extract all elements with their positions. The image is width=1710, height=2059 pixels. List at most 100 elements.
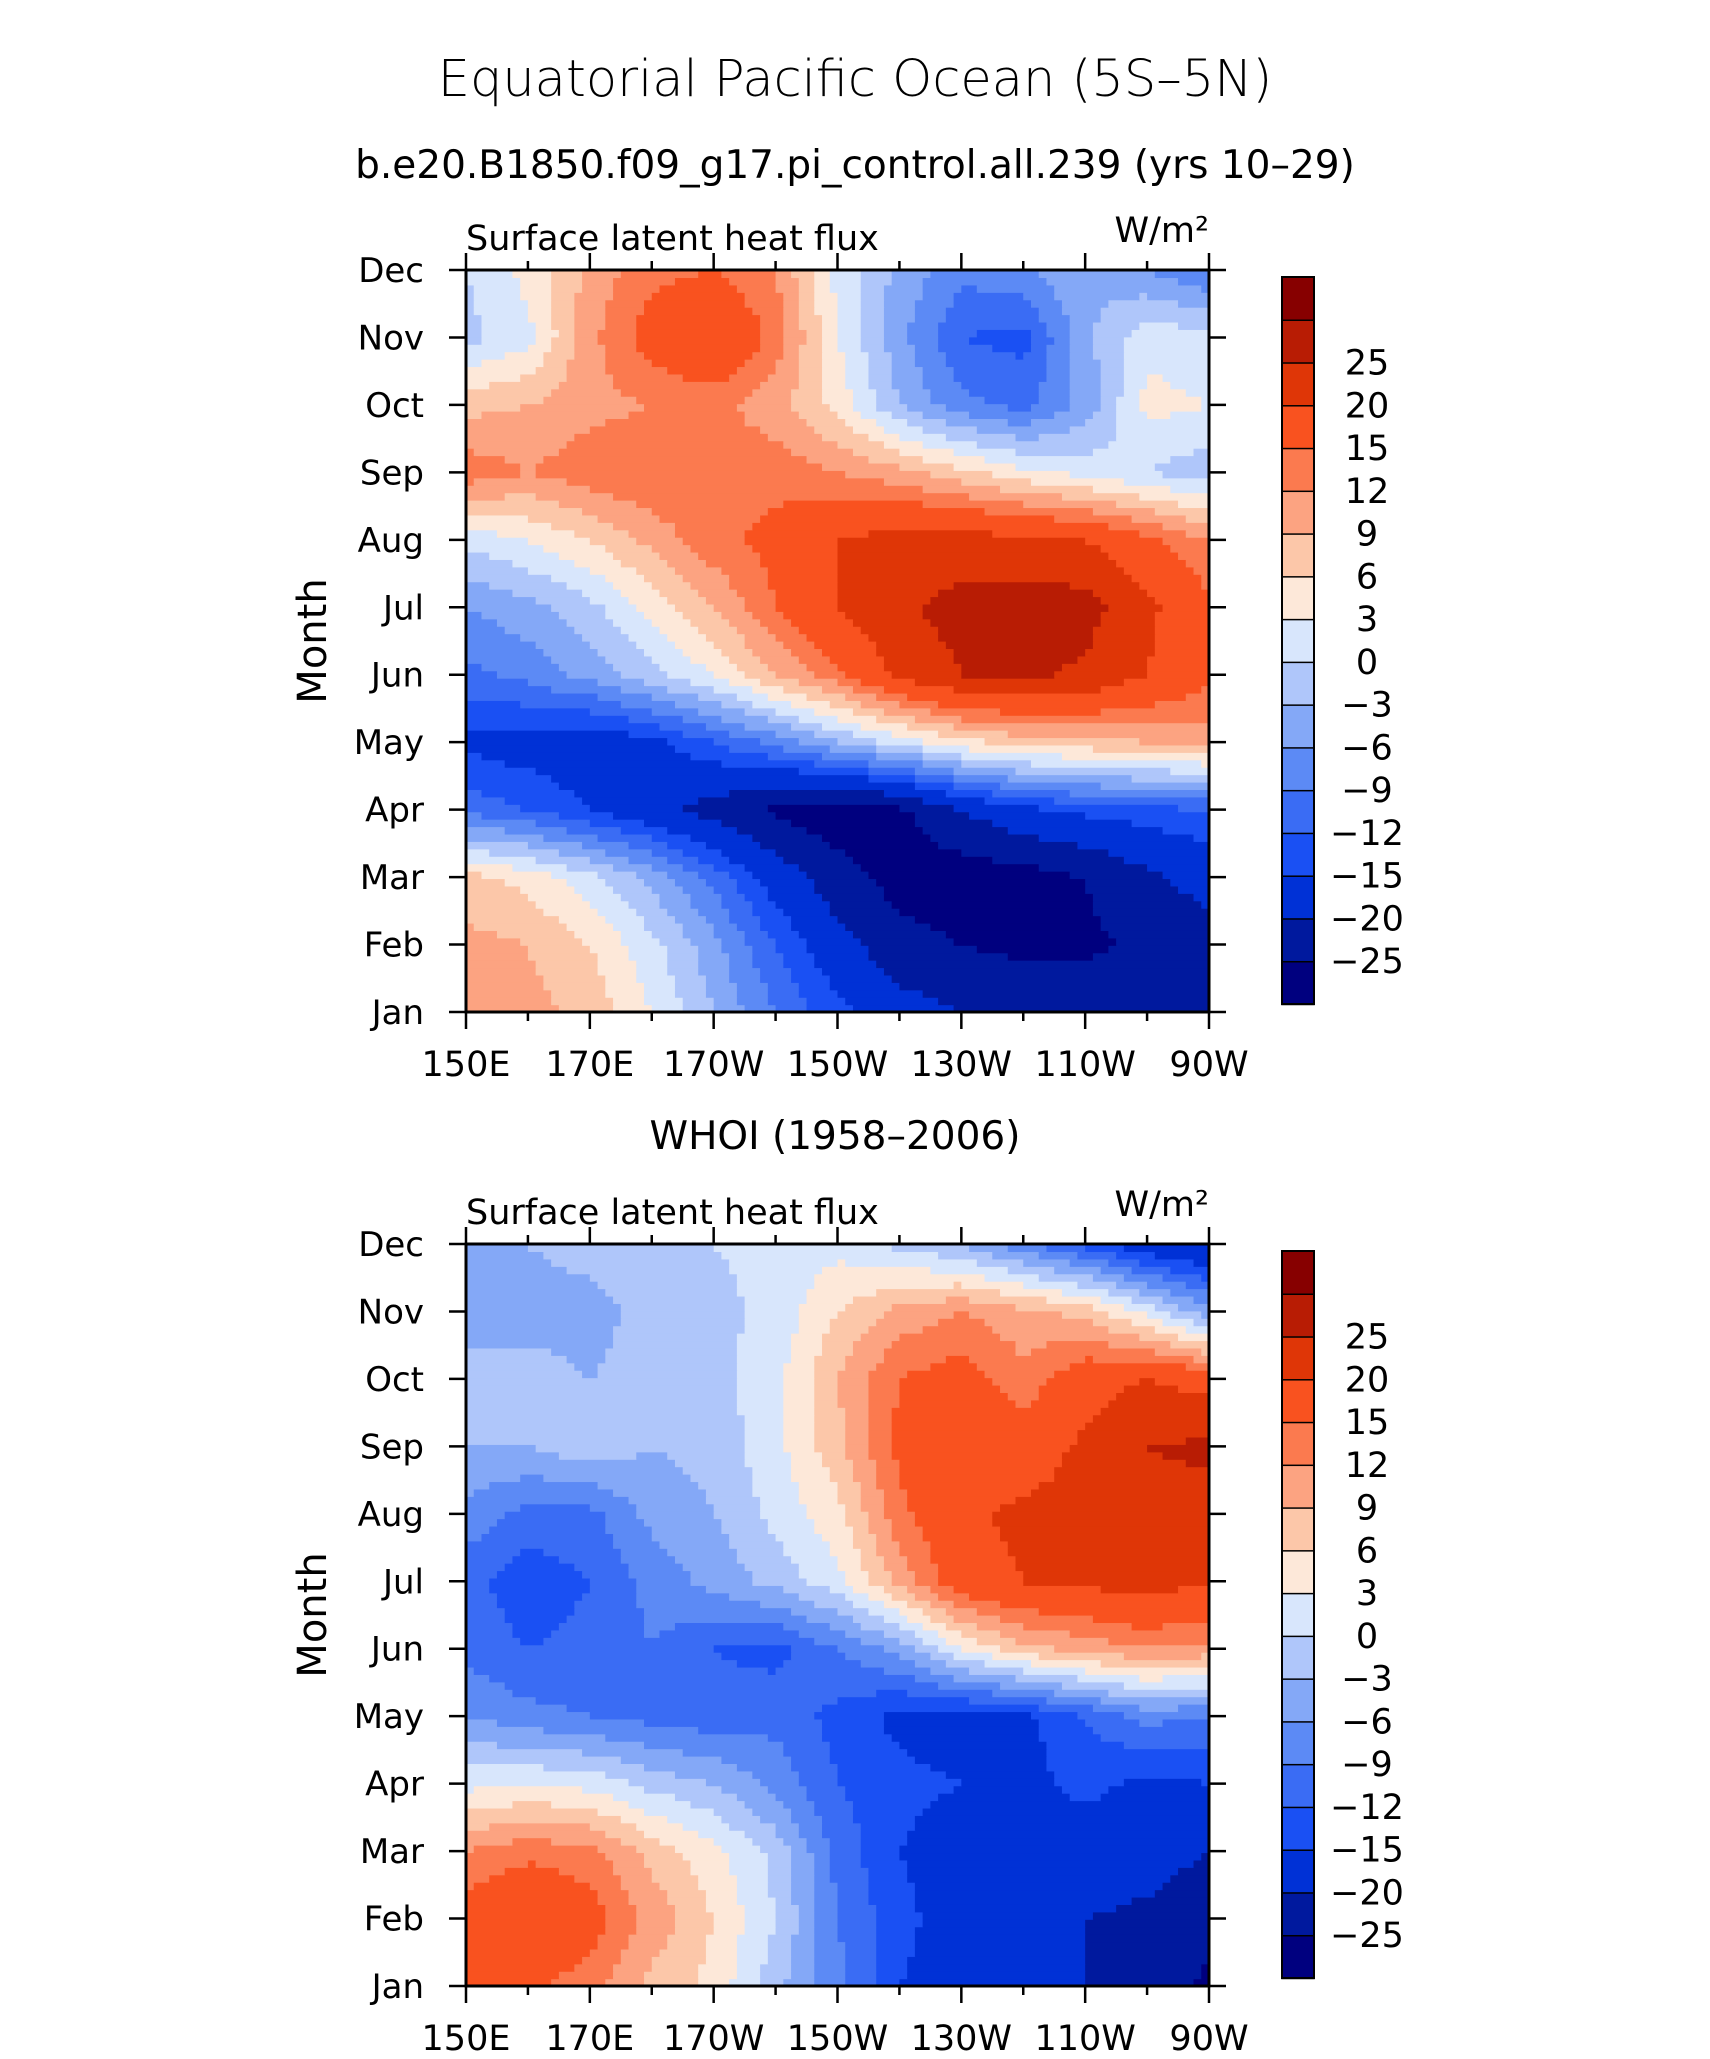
contour-cell <box>466 908 544 917</box>
contour-cell <box>1015 433 1040 442</box>
contour-cell <box>814 1355 846 1364</box>
contour-cell <box>636 336 761 345</box>
contour-cell <box>589 819 645 828</box>
contour-cell <box>837 1384 870 1393</box>
contour-cell <box>644 1718 823 1727</box>
contour-cell <box>775 1004 808 1012</box>
contour-cell <box>899 700 939 709</box>
contour-cell <box>891 1525 924 1534</box>
contour-cell <box>512 559 575 568</box>
contour-cell <box>798 277 815 286</box>
contour-cell <box>597 1370 738 1379</box>
contour-cell <box>907 403 947 412</box>
contour-cell <box>791 1882 815 1891</box>
contour-cell <box>489 581 568 590</box>
contour-cell <box>690 655 730 664</box>
contour-cell <box>845 692 877 701</box>
contour-cell <box>597 678 645 687</box>
contour-cell <box>698 960 730 969</box>
contour-cell <box>1178 551 1209 560</box>
contour-cell <box>860 1333 901 1342</box>
contour-cell <box>597 329 637 338</box>
contour-cell <box>837 1607 870 1616</box>
contour-cell <box>829 982 901 991</box>
contour-cell <box>860 299 885 308</box>
contour-cell <box>520 937 583 946</box>
x-tick-label: 130W <box>911 1045 1012 1085</box>
contour-cell <box>845 418 877 427</box>
contour-cell <box>620 700 676 709</box>
contour-cell <box>589 804 684 813</box>
contour-cell <box>1038 381 1071 390</box>
contour-cell <box>1085 1934 1209 1943</box>
contour-cell <box>582 841 630 850</box>
contour-cell <box>798 1770 839 1779</box>
contour-cell <box>1015 1347 1032 1356</box>
contour-cell <box>729 952 753 961</box>
contour-cell <box>945 307 1040 316</box>
contour-cell <box>860 410 893 419</box>
contour-cell <box>1085 1926 1209 1935</box>
contour-cell <box>1193 1258 1209 1267</box>
contour-cell <box>868 373 893 382</box>
contour-cell <box>752 1488 800 1497</box>
contour-cell <box>907 1874 1171 1883</box>
contour-cell <box>860 1822 916 1831</box>
contour-cell <box>1170 381 1209 390</box>
contour-cell <box>466 1533 483 1542</box>
contour-cell <box>798 1481 839 1490</box>
contour-cell <box>605 1919 637 1928</box>
contour-cell <box>868 952 1009 961</box>
contour-cell <box>907 1830 1209 1839</box>
contour-cell <box>574 626 622 635</box>
contour-cell <box>876 1904 916 1913</box>
contour-cell <box>1154 633 1209 642</box>
contour-cell <box>644 1629 661 1638</box>
contour-cell <box>961 1281 1024 1290</box>
contour-cell <box>574 789 730 798</box>
contour-cell <box>466 1659 738 1668</box>
contour-cell <box>767 982 800 991</box>
contour-cell <box>1054 1370 1209 1379</box>
contour-cell <box>651 507 769 516</box>
contour-cell <box>883 1503 908 1512</box>
contour-cell <box>883 663 962 672</box>
contour-cell <box>829 1874 870 1883</box>
contour-field <box>466 270 1209 1012</box>
contour-cell <box>667 960 699 969</box>
contour-cell <box>628 1563 684 1572</box>
contour-cell <box>744 596 777 605</box>
contour-cell <box>767 1785 808 1794</box>
contour-cell <box>473 292 521 301</box>
x-tick-label: 150E <box>422 2019 511 2059</box>
contour-cell <box>613 885 653 894</box>
contour-cell <box>636 1451 668 1460</box>
contour-cell <box>566 366 606 375</box>
contour-cell <box>938 1592 970 1601</box>
contour-cell <box>791 1466 831 1475</box>
contour-cell <box>628 1934 668 1943</box>
contour-cell <box>466 767 537 776</box>
contour-cell <box>729 1867 769 1876</box>
contour-cell <box>798 1904 815 1913</box>
contour-cell <box>466 373 521 382</box>
contour-cell <box>489 1481 599 1490</box>
contour-cell <box>1038 1718 1086 1727</box>
contour-cell <box>466 1904 606 1913</box>
contour-cell <box>767 1525 815 1534</box>
contour-cell <box>466 1444 537 1453</box>
contour-cell <box>883 707 931 716</box>
contour-cell <box>1170 410 1209 419</box>
contour-cell <box>822 1718 885 1727</box>
contour-cell <box>969 1244 1009 1253</box>
contour-cell <box>466 1525 490 1534</box>
contour-cell <box>1015 448 1094 457</box>
contour-cell <box>651 544 692 553</box>
contour-cell <box>736 589 777 598</box>
contour-cell <box>698 692 738 701</box>
contour-cell <box>1170 455 1209 464</box>
contour-cell <box>868 529 993 538</box>
contour-cell <box>466 945 529 954</box>
contour-cell <box>876 418 908 427</box>
contour-cell <box>783 440 839 449</box>
